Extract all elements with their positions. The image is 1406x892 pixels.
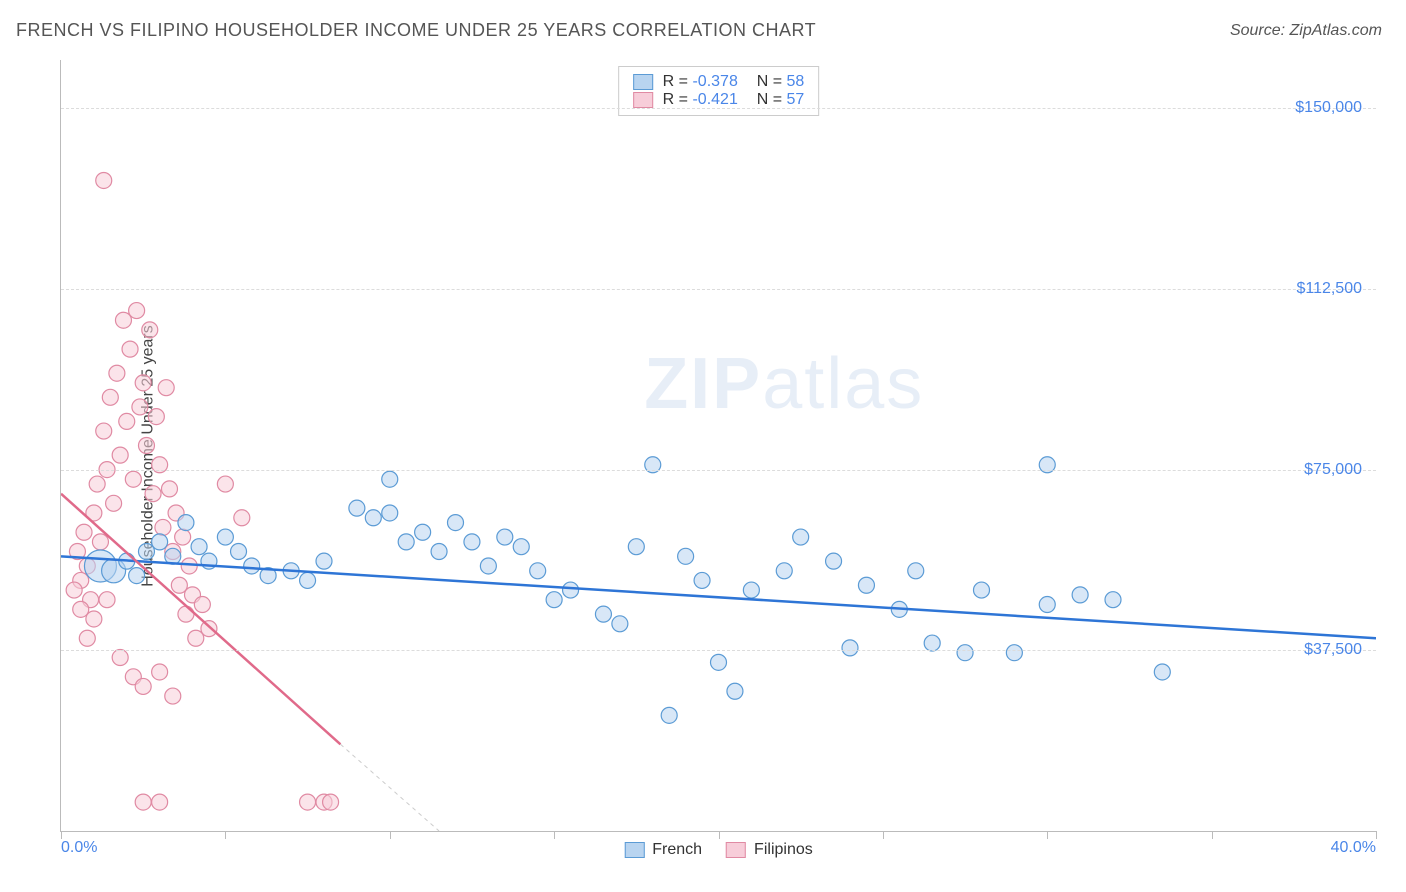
x-tick [554,831,555,839]
series-legend-label: Filipinos [754,841,813,859]
series-legend-label: French [652,841,702,859]
watermark: ZIPatlas [644,343,924,425]
series-legend: French Filipinos [624,841,812,859]
watermark-light: atlas [762,344,924,424]
gridline-h [61,470,1376,471]
x-tick [719,831,720,839]
gridline-h [61,289,1376,290]
chart-title: FRENCH VS FILIPINO HOUSEHOLDER INCOME UN… [16,20,816,41]
x-tick [1376,831,1377,839]
x-tick [1212,831,1213,839]
legend-n-value: N = 58 [748,73,804,91]
gridline-h [61,650,1376,651]
x-tick [883,831,884,839]
chart-container: Householder Income Under 25 years ZIPatl… [50,60,1386,852]
x-tick [390,831,391,839]
x-tick [1047,831,1048,839]
watermark-strong: ZIP [644,344,762,424]
legend-swatch-icon [633,74,653,90]
legend-swatch-icon [633,92,653,108]
plot-area: ZIPatlas R = -0.378 N = 58R = -0.421 N =… [60,60,1376,832]
legend-swatch-icon [726,842,746,858]
x-axis-min-label: 0.0% [61,839,97,857]
x-tick [225,831,226,839]
legend-n-value: N = 57 [748,91,804,109]
legend-row: R = -0.421 N = 57 [633,91,805,109]
gridline-h [61,108,1376,109]
x-tick [61,831,62,839]
chart-svg [61,60,1376,831]
legend-r-value: R = -0.421 [663,91,738,109]
legend-swatch-icon [624,842,644,858]
series-legend-item: Filipinos [726,841,813,859]
legend-row: R = -0.378 N = 58 [633,73,805,91]
legend-r-value: R = -0.378 [663,73,738,91]
source-attribution: Source: ZipAtlas.com [1230,22,1382,40]
series-legend-item: French [624,841,702,859]
x-axis-max-label: 40.0% [1331,839,1376,857]
